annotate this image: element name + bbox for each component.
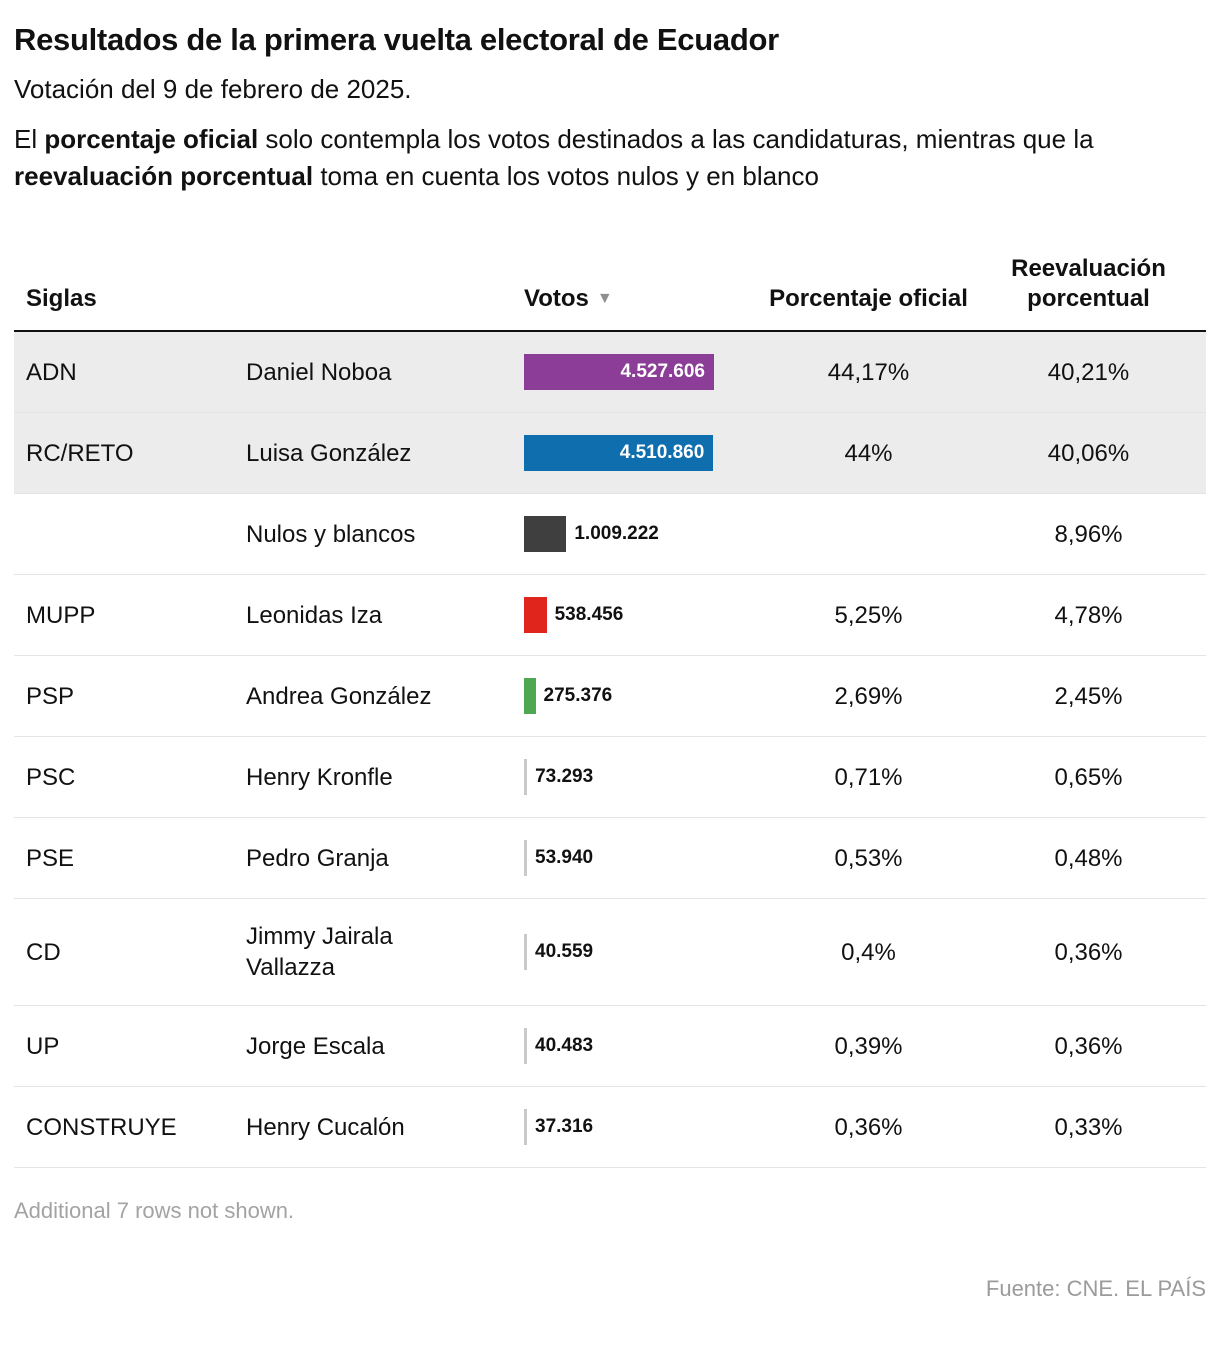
column-header-votos[interactable]: Votos ▼	[514, 284, 766, 314]
table-row: UP Jorge Escala 40.483 0,39% 0,36%	[14, 1006, 1206, 1088]
votes-cell: 37.316	[514, 1109, 766, 1146]
table-header-row: Siglas Votos ▼ Porcentaje oficial Reevalu…	[14, 254, 1206, 333]
reevaluated-percentage: 4,78%	[1054, 601, 1123, 629]
votes-value-outside: 73.293	[535, 765, 594, 787]
party-abbreviation: PSE	[26, 844, 75, 872]
votes-bar	[524, 1109, 527, 1146]
column-header-votos-label: Votos	[524, 285, 589, 313]
table-row: PSE Pedro Granja 53.940 0,53% 0,48%	[14, 818, 1206, 900]
party-abbreviation: RC/RETO	[26, 439, 134, 467]
sort-descending-icon: ▼	[596, 290, 613, 308]
votes-bar	[524, 1028, 527, 1065]
party-abbreviation: CD	[26, 938, 61, 966]
party-abbreviation: PSC	[26, 763, 76, 791]
reevaluated-percentage: 0,36%	[1054, 1032, 1123, 1060]
official-percentage: 0,53%	[834, 844, 903, 872]
candidate-name: Nulos y blancos	[246, 520, 416, 548]
candidate-name: Pedro Granja	[246, 844, 389, 872]
votes-bar	[524, 597, 547, 634]
column-header-siglas: Siglas	[26, 285, 97, 313]
votes-value-outside: 53.940	[535, 846, 594, 868]
table-row: MUPP Leonidas Iza 538.456 5,25% 4,78%	[14, 575, 1206, 657]
party-abbreviation: CONSTRUYE	[26, 1113, 177, 1141]
table-row: CD Jimmy Jairala Vallazza 40.559 0,4% 0,…	[14, 899, 1206, 1007]
reevaluated-percentage: 8,96%	[1054, 520, 1123, 548]
table-row: Nulos y blancos 1.009.222 8,96%	[14, 494, 1206, 576]
votes-bar	[524, 678, 536, 715]
candidate-name: Luisa González	[246, 439, 412, 467]
official-percentage: 0,71%	[834, 763, 903, 791]
table-row: RC/RETO Luisa González 4.510.860 44% 40,…	[14, 413, 1206, 495]
party-abbreviation: PSP	[26, 682, 75, 710]
votes-value-inside: 4.527.606	[620, 360, 705, 382]
votes-cell: 40.559	[514, 934, 766, 971]
source-note: Fuente: CNE. EL PAÍS	[985, 1276, 1206, 1302]
votes-bar: 4.527.606	[524, 354, 714, 391]
column-header-reevaluacion: Reevaluación porcentual	[1011, 255, 1166, 313]
reevaluated-percentage: 0,33%	[1054, 1113, 1123, 1141]
official-percentage: 44,17%	[827, 358, 910, 386]
official-percentage: 0,39%	[834, 1032, 903, 1060]
votes-cell: 1.009.222	[514, 516, 766, 553]
reevaluated-percentage: 0,48%	[1054, 844, 1123, 872]
votes-cell: 4.510.860	[514, 435, 766, 472]
page-subtitle: Votación del 9 de febrero de 2025.	[14, 73, 412, 104]
column-header-oficial: Porcentaje oficial	[769, 285, 968, 313]
candidate-name: Daniel Noboa	[246, 358, 392, 386]
table-body: ADN Daniel Noboa 4.527.606 44,17% 40,21%…	[14, 332, 1206, 1169]
votes-value-outside: 40.559	[535, 940, 594, 962]
table-row: PSP Andrea González 275.376 2,69% 2,45%	[14, 656, 1206, 738]
official-percentage: 2,69%	[834, 682, 903, 710]
candidate-name: Henry Cucalón	[246, 1113, 405, 1141]
candidate-name: Jimmy Jairala Vallazza	[246, 923, 393, 982]
table-row: ADN Daniel Noboa 4.527.606 44,17% 40,21%	[14, 332, 1206, 414]
candidate-name: Jorge Escala	[246, 1032, 385, 1060]
reevaluated-percentage: 40,06%	[1047, 439, 1130, 467]
votes-cell: 4.527.606	[514, 354, 766, 391]
reevaluated-percentage: 40,21%	[1047, 358, 1130, 386]
votes-bar	[524, 759, 528, 796]
desc-part: El	[14, 123, 45, 154]
votes-bar	[524, 516, 567, 553]
votes-value-inside: 4.510.860	[619, 441, 705, 463]
official-percentage: 44%	[844, 439, 893, 467]
votes-cell: 275.376	[514, 678, 766, 715]
party-abbreviation: MUPP	[26, 601, 96, 629]
results-table: Siglas Votos ▼ Porcentaje oficial Reevalu…	[14, 254, 1206, 1169]
desc-bold-official-pct: porcentaje oficial	[44, 123, 259, 154]
votes-cell: 73.293	[514, 759, 766, 796]
table-row: CONSTRUYE Henry Cucalón 37.316 0,36% 0,3…	[14, 1087, 1206, 1169]
reevaluated-percentage: 0,36%	[1054, 938, 1123, 966]
desc-part: toma en cuenta los votos nulos y en blan…	[313, 161, 819, 192]
votes-bar	[524, 840, 527, 877]
candidate-name: Leonidas Iza	[246, 601, 383, 629]
reevaluated-percentage: 2,45%	[1054, 682, 1123, 710]
votes-value-outside: 1.009.222	[574, 522, 659, 544]
party-abbreviation: UP	[26, 1032, 60, 1060]
desc-part: solo contempla los votos destinados a la…	[258, 123, 1094, 154]
votes-value-outside: 37.316	[535, 1116, 594, 1138]
candidate-name: Henry Kronfle	[246, 763, 393, 791]
table-row: PSC Henry Kronfle 73.293 0,71% 0,65%	[14, 737, 1206, 819]
votes-cell: 40.483	[514, 1028, 766, 1065]
official-percentage: 0,4%	[841, 938, 896, 966]
reevaluated-percentage: 0,65%	[1054, 763, 1123, 791]
party-abbreviation: ADN	[26, 358, 77, 386]
official-percentage: 0,36%	[834, 1113, 903, 1141]
votes-cell: 53.940	[514, 840, 766, 877]
desc-bold-reevaluated-pct: reevaluación porcentual	[14, 161, 314, 192]
candidate-name: Andrea González	[246, 682, 432, 710]
page-title: Resultados de la primera vuelta electora…	[14, 22, 779, 57]
votes-value-outside: 538.456	[554, 603, 624, 625]
official-percentage: 5,25%	[834, 601, 903, 629]
page-description: El porcentaje oficial solo contempla los…	[14, 121, 1184, 196]
votes-bar: 4.510.860	[524, 435, 714, 472]
more-rows-note: Additional 7 rows not shown.	[14, 1198, 295, 1224]
votes-value-outside: 40.483	[535, 1035, 594, 1057]
votes-bar	[524, 934, 527, 971]
votes-value-outside: 275.376	[543, 684, 613, 706]
votes-cell: 538.456	[514, 597, 766, 634]
